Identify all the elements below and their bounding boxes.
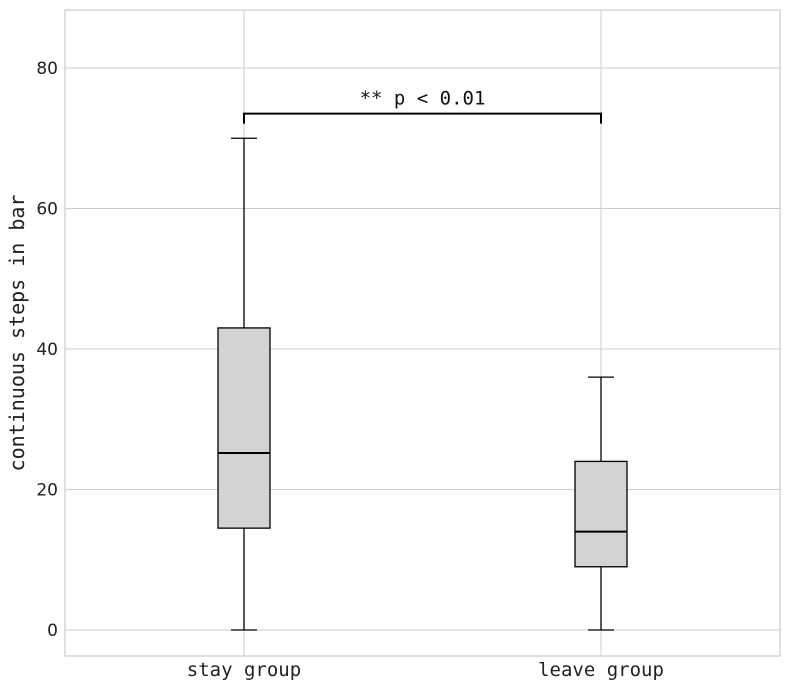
x-tick-label: stay group [187, 659, 301, 681]
x-axis-ticks: stay group leave group [187, 659, 664, 681]
y-tick-label: 0 [47, 621, 58, 641]
y-axis-ticks: 0 20 40 60 80 [36, 59, 58, 641]
y-tick-label: 60 [36, 200, 58, 220]
boxes [217, 137, 628, 631]
significance-label: ** p < 0.01 [360, 88, 486, 110]
iqr-box [217, 327, 271, 529]
x-tick-label: leave group [538, 659, 664, 681]
plot-frame [64, 9, 781, 657]
iqr-box [574, 460, 628, 568]
significance-bracket [243, 112, 602, 124]
y-tick-label: 40 [36, 340, 58, 360]
y-axis-label: continuous steps in bar [5, 195, 29, 472]
y-tick-label: 20 [36, 481, 58, 501]
significance-annotation: ** p < 0.01 [243, 88, 602, 124]
box-stay-group [217, 137, 271, 631]
box-leave-group [574, 376, 628, 631]
y-tick-label: 80 [36, 59, 58, 79]
